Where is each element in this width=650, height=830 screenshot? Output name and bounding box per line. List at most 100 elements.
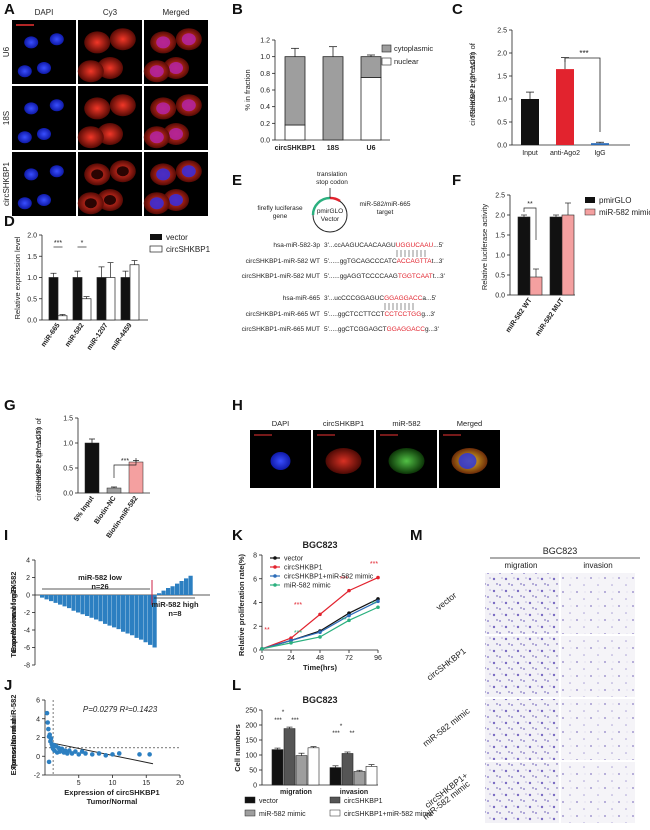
bar [44, 595, 49, 600]
panel-d-chart: 0.0 0.5 1.0 1.5 2.0 Relative expression level… [13, 233, 211, 352]
scatter-point [89, 752, 95, 757]
nucleus-dapi [37, 62, 51, 74]
x-tick-label: 24 [287, 655, 295, 662]
bar [148, 595, 153, 645]
series-line [261, 598, 379, 650]
legend-label: circSHKBP1 [344, 798, 383, 805]
nucleus-merged [149, 65, 164, 78]
x-axis-title: Tumor/Normal [87, 797, 138, 806]
y-tick-label: 100 [245, 753, 257, 760]
sequence-text: 5'.....ggCTCGGAGCTGGAGGACCg...3' [324, 326, 439, 333]
y-tick-label: 1.5 [27, 254, 37, 261]
bar [48, 277, 59, 321]
nucleus-dapi [49, 165, 64, 178]
x-tick-label: 0 [260, 655, 264, 662]
bar [561, 214, 575, 296]
y-tick-label: -4 [24, 628, 30, 635]
panel-g-chart: 0.0 0.5 1.0 1.5 Relative expression ofcircSH… [34, 416, 150, 540]
nucleus-merged [156, 168, 171, 181]
significance-label: *** [54, 240, 62, 247]
nucleus-merged [169, 128, 183, 140]
sequence-name: hsa-miR-582-3p [273, 242, 320, 249]
bar [107, 595, 112, 626]
seq-end: ...5' [433, 242, 443, 249]
x-tick-label: miR-4459 [110, 322, 134, 352]
bar [106, 487, 122, 494]
transwell-image [561, 699, 635, 760]
significance-bracket [564, 57, 601, 132]
sequence-text: 3'...ccAAGUCAACAAGUUGGUCAAU...5' [324, 242, 444, 249]
significance-label: ** [341, 617, 347, 624]
channel-label: miR-582 [392, 419, 420, 428]
sequence-text: 3'...ucCCCGGAGUCGGAGGACCa...5' [324, 295, 436, 302]
seq-plain: 5'.....ggCTCCTTCCT [324, 311, 384, 318]
seq-end: t...3' [433, 273, 445, 280]
y-axis-title: Cell numbers [233, 724, 242, 772]
x-tick-label: 5% Input [73, 495, 96, 523]
bar [121, 595, 126, 632]
series-point [376, 599, 380, 604]
panel-c-chart: 0.0 0.5 1.0 1.5 2.0 2.5 Relative expression of… [468, 28, 630, 157]
bar [556, 69, 574, 145]
panel-letter-j: J [4, 677, 12, 694]
bar [129, 264, 140, 321]
sequence-name: circSHKBP1-miR-665 MUT [242, 326, 320, 333]
x-tick-label: 48 [316, 655, 324, 662]
y-axis-title: Tumor/Normal [9, 719, 18, 770]
nucleus-dapi [37, 194, 51, 206]
group-label: n=8 [168, 609, 181, 618]
transwell-image [561, 636, 635, 697]
y-tick-label: 1.5 [497, 74, 507, 81]
legend-label: circSHKBP1 [284, 565, 323, 572]
nucleus-merged [181, 33, 196, 46]
center-label: pmirGLO [317, 208, 343, 215]
nucleus-merged [169, 62, 183, 74]
legend-label: vector [259, 798, 279, 805]
y-axis-title: Expression of miR-582 [9, 572, 18, 653]
transwell-image [561, 573, 635, 634]
significance-label: *** [121, 458, 129, 465]
significance-bracket [113, 458, 137, 478]
y-tick-label: 2 [253, 624, 257, 631]
nucleus-dapi [49, 99, 64, 112]
bar [105, 277, 116, 321]
y-tick-label: 0 [253, 648, 257, 655]
x-tick-label: 18S [327, 145, 340, 152]
nucleus-dapi [270, 452, 291, 470]
nucleus-merged [458, 453, 477, 469]
panel-m-microscopy: BGC823 migration invasion vector circSHKBP1 m… [421, 546, 640, 823]
chart-title: BGC823 [302, 540, 337, 550]
plasmid-luciferase-segment [311, 196, 331, 216]
scatter-point [46, 759, 52, 765]
panel-letter-b: B [232, 1, 243, 18]
seq-end: t...3' [432, 258, 444, 265]
x-tick-label: 96 [374, 655, 382, 662]
legend-swatch-vector [150, 234, 162, 240]
panel-b-chart: 0.0 0.2 0.4 0.6 0.8 1.0 1.2 % in fraction circSH… [243, 38, 433, 153]
legend-marker [273, 565, 277, 569]
sequence-name: circSHKBP1-miR-665 WT [246, 311, 320, 318]
nucleus-dapi [17, 197, 32, 210]
significance-label: *** [291, 717, 299, 724]
nucleus-dapi [37, 128, 51, 140]
bar [120, 277, 131, 321]
panel-letter-l: L [232, 677, 241, 694]
x-tick-label: 20 [176, 780, 184, 787]
legend-marker [273, 556, 277, 560]
legend-swatch-mimic [584, 208, 596, 216]
bar [116, 595, 121, 630]
bar [98, 595, 103, 622]
bar [341, 753, 354, 786]
x-tick-label: miR-665 [40, 322, 61, 348]
nucleus-dark [116, 166, 129, 177]
seq-plain: 5'.....ggCTCGGAGCT [324, 326, 387, 333]
bar [157, 593, 162, 595]
bar [67, 595, 72, 609]
y-tick-label: 0 [36, 754, 40, 761]
bar [96, 277, 107, 321]
seq-end: g...3' [425, 326, 439, 333]
